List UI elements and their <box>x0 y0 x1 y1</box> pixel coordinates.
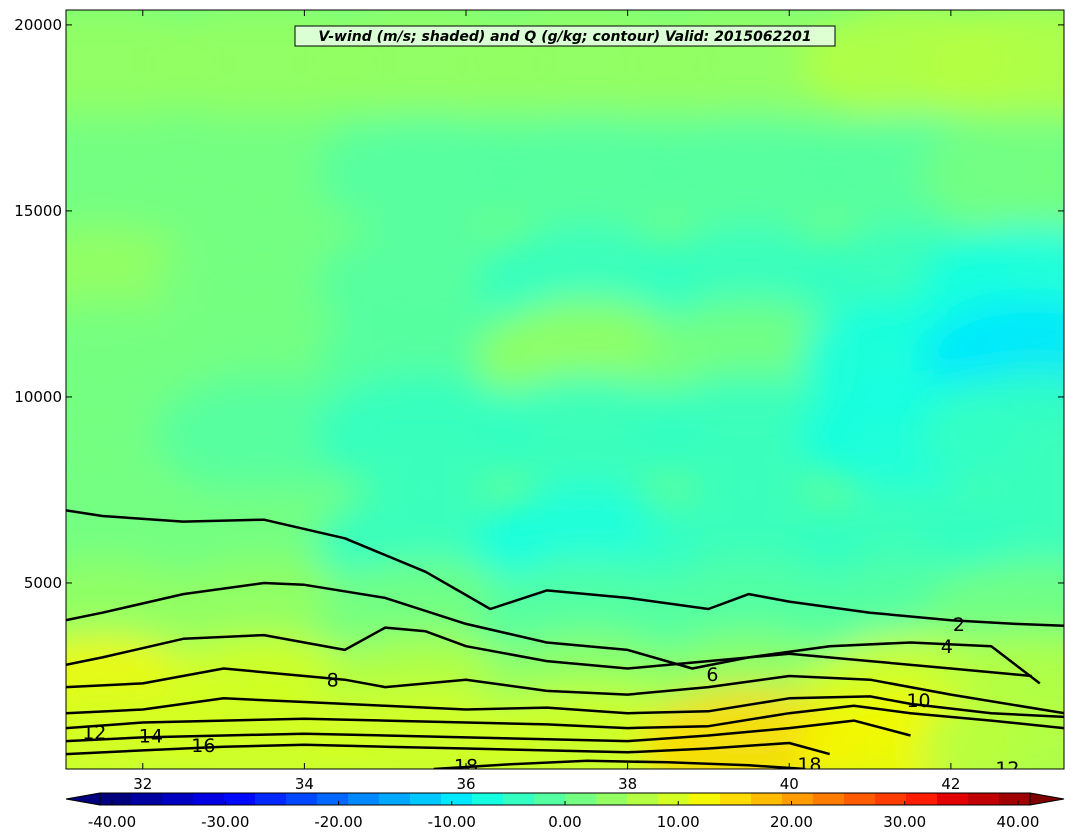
x-tick-label: 42 <box>941 775 960 793</box>
vwind-shading <box>66 10 1064 769</box>
contour-label: 6 <box>706 664 718 686</box>
colorbar-segment <box>410 793 442 805</box>
contour-line-18 <box>433 759 806 769</box>
plot-area: 24 6 8 10 12 14 16 18 18 12 <box>66 10 1064 780</box>
colorbar-segment <box>999 793 1031 805</box>
contour-line-6 <box>66 626 1032 678</box>
colorbar-segment <box>689 793 721 805</box>
shade-cell <box>638 374 859 495</box>
colorbar-segment <box>534 793 566 805</box>
contour-line-2 <box>66 509 1064 628</box>
colorbar-segment <box>379 793 411 805</box>
x-tick-label: 36 <box>456 775 475 793</box>
colorbar-segment <box>813 793 845 805</box>
colorbar-tick-label: 40.00 <box>997 813 1040 831</box>
colorbar-segment <box>348 793 380 805</box>
contour-line-10 <box>66 695 1064 719</box>
colorbar-segment <box>193 793 225 805</box>
contour-line-14 <box>66 719 911 743</box>
shade-cell <box>921 10 1064 123</box>
contour-line-4 <box>66 581 1041 685</box>
contour-label: 18 <box>797 754 821 776</box>
x-tick-label: 40 <box>780 775 799 793</box>
contour-line-16 <box>66 741 831 756</box>
contour-label: 16 <box>191 735 215 757</box>
contour-labels: 24 6 8 10 12 14 16 18 18 12 <box>82 614 1019 780</box>
colorbar-min-extend <box>65 792 101 806</box>
colorbar-segment <box>751 793 783 805</box>
y-axis: 5000 10000 15000 20000 <box>14 16 1064 592</box>
colorbar-segment <box>441 793 473 805</box>
colorbar-tick-label: 10.00 <box>657 813 700 831</box>
x-tick-label: 34 <box>295 775 314 793</box>
colorbar-segment <box>317 793 349 805</box>
shade-cell <box>477 113 698 234</box>
colorbar-max-extend <box>1029 792 1065 806</box>
colorbar-segment <box>255 793 287 805</box>
y-tick-label: 20000 <box>14 16 62 34</box>
colorbar-tick-label: -10.00 <box>428 813 476 831</box>
colorbar-segment <box>503 793 535 805</box>
contour-line-8 <box>66 667 1064 715</box>
colorbar-tick-label: 20.00 <box>770 813 813 831</box>
shade-cell <box>153 374 374 495</box>
shade-cell <box>153 113 374 234</box>
contour-label: 2 <box>953 614 965 636</box>
contour-line-12 <box>66 704 1064 730</box>
colorbar-segment <box>844 793 876 805</box>
colorbar-segment <box>596 793 628 805</box>
colorbar-segment <box>720 793 752 805</box>
y-tick-label: 5000 <box>24 574 62 592</box>
colorbar-segment <box>131 793 163 805</box>
colorbar-segment <box>937 793 969 805</box>
shade-cell <box>315 113 536 234</box>
colorbar-tick-label: 0.00 <box>548 813 581 831</box>
x-tick-label: 32 <box>133 775 152 793</box>
colorbar-tick-label: -30.00 <box>201 813 249 831</box>
x-tick-label: 38 <box>618 775 637 793</box>
chart-title-box: V-wind (m/s; shaded) and Q (g/kg; contou… <box>294 25 836 47</box>
plot-frame <box>65 9 1065 770</box>
x-axis: 32 34 36 38 40 42 <box>133 10 960 793</box>
colorbar-segment <box>224 793 256 805</box>
contour-label: 12 <box>995 758 1019 780</box>
chart-title: V-wind (m/s; shaded) and Q (g/kg; contou… <box>318 29 811 45</box>
colorbar-tick-label: -20.00 <box>314 813 362 831</box>
colorbar-segment <box>968 793 1000 805</box>
colorbar-segment <box>658 793 690 805</box>
shade-cell <box>921 113 1064 234</box>
colorbar-segment <box>906 793 938 805</box>
shade-cell <box>477 374 698 495</box>
colorbar-segment <box>100 793 132 805</box>
colorbar-segment <box>472 793 504 805</box>
contour-label: 14 <box>139 726 163 748</box>
y-tick-label: 10000 <box>14 388 62 406</box>
colorbar-segment <box>782 793 814 805</box>
contour-label: 10 <box>906 690 930 712</box>
moisture-contours <box>66 509 1064 769</box>
colorbar: -40.00 -30.00 -20.00 -10.00 0.00 10.00 20.00 30… <box>65 792 1065 831</box>
title-background <box>294 25 836 47</box>
colorbar-tick-label: -40.00 <box>88 813 136 831</box>
shade-cell <box>638 113 859 234</box>
shade-cell <box>921 374 1064 495</box>
contour-label: 8 <box>327 670 339 692</box>
colorbar-segment <box>875 793 907 805</box>
contour-label: 18 <box>454 755 478 777</box>
shade-cell <box>315 374 536 495</box>
colorbar-tick-label: 30.00 <box>883 813 926 831</box>
colorbar-segment <box>627 793 659 805</box>
y-tick-label: 15000 <box>14 202 62 220</box>
contour-label: 4 <box>941 636 953 658</box>
colorbar-segment <box>565 793 597 805</box>
colorbar-segment <box>286 793 318 805</box>
colorbar-segment <box>162 793 194 805</box>
contour-label: 12 <box>82 722 106 744</box>
